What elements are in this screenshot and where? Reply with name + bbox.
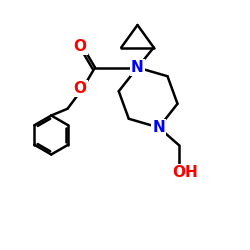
Text: O: O: [74, 39, 86, 54]
Text: O: O: [74, 81, 86, 96]
Text: N: N: [131, 60, 144, 75]
Text: OH: OH: [172, 165, 198, 180]
Text: N: N: [152, 120, 165, 135]
